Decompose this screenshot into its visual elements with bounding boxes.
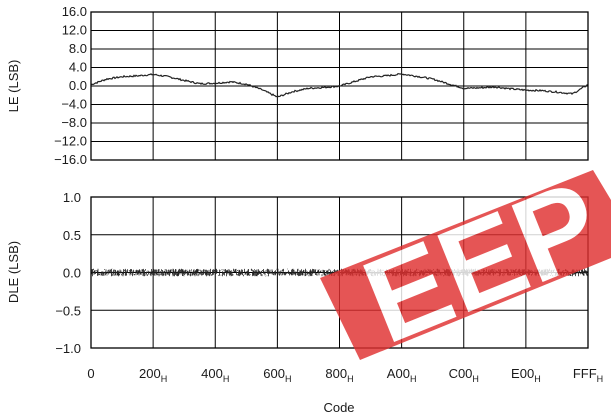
dle-y-tick-label: 0.0	[63, 266, 81, 281]
le-y-tick-label: −12.0	[54, 134, 87, 149]
dle-y-tick-label: 1.0	[63, 190, 81, 205]
le-y-tick-label: 0.0	[69, 78, 87, 93]
le-series-line	[91, 72, 588, 98]
x-tick-label: 400H	[201, 366, 229, 384]
x-tick-label: A00H	[387, 366, 417, 384]
x-tick-label: E00H	[511, 366, 541, 384]
dle-y-ticks: 1.0 0.5 0.0 −0.5 −1.0	[55, 190, 81, 356]
x-axis-label: Code	[323, 400, 354, 415]
dle-y-tick-label: −1.0	[55, 341, 81, 356]
le-y-tick-label: 16.0	[62, 4, 87, 19]
le-y-tick-label: −16.0	[54, 152, 87, 167]
le-y-tick-label: 8.0	[69, 41, 87, 56]
x-tick-label: C00H	[449, 366, 479, 384]
x-tick-label: 800H	[325, 366, 353, 384]
le-gridlines	[91, 12, 588, 160]
dle-y-tick-label: 0.5	[63, 228, 81, 243]
x-axis-ticks: 0 200H 400H 600H 800H A00H C00H E00H FFFH	[87, 366, 603, 384]
x-tick-label: 200H	[139, 366, 167, 384]
x-tick-label: 600H	[263, 366, 291, 384]
le-panel: 16.0 12.0 8.0 4.0 0.0 −4.0 −8.0 −12.0 −16.0 LE (…	[6, 4, 589, 167]
le-y-tick-label: −8.0	[61, 115, 87, 130]
dle-plot-frame	[90, 196, 589, 349]
watermark-band	[320, 170, 611, 360]
dle-y-tick-label: −0.5	[55, 303, 81, 318]
watermark-text: EEP	[346, 155, 611, 369]
le-y-tick-label: 12.0	[62, 23, 87, 38]
le-y-tick-label: 4.0	[69, 60, 87, 75]
le-plot-frame	[90, 11, 589, 161]
le-y-ticks: 16.0 12.0 8.0 4.0 0.0 −4.0 −8.0 −12.0 −16.0	[54, 4, 87, 167]
dle-y-axis-label: DLE (LSB)	[6, 241, 21, 303]
x-tick-label: FFFH	[573, 366, 603, 384]
watermark-stamp: EEP	[320, 155, 611, 369]
x-tick-label: 0	[87, 366, 94, 381]
le-y-tick-label: −4.0	[61, 97, 87, 112]
le-y-axis-label: LE (LSB)	[6, 60, 21, 113]
